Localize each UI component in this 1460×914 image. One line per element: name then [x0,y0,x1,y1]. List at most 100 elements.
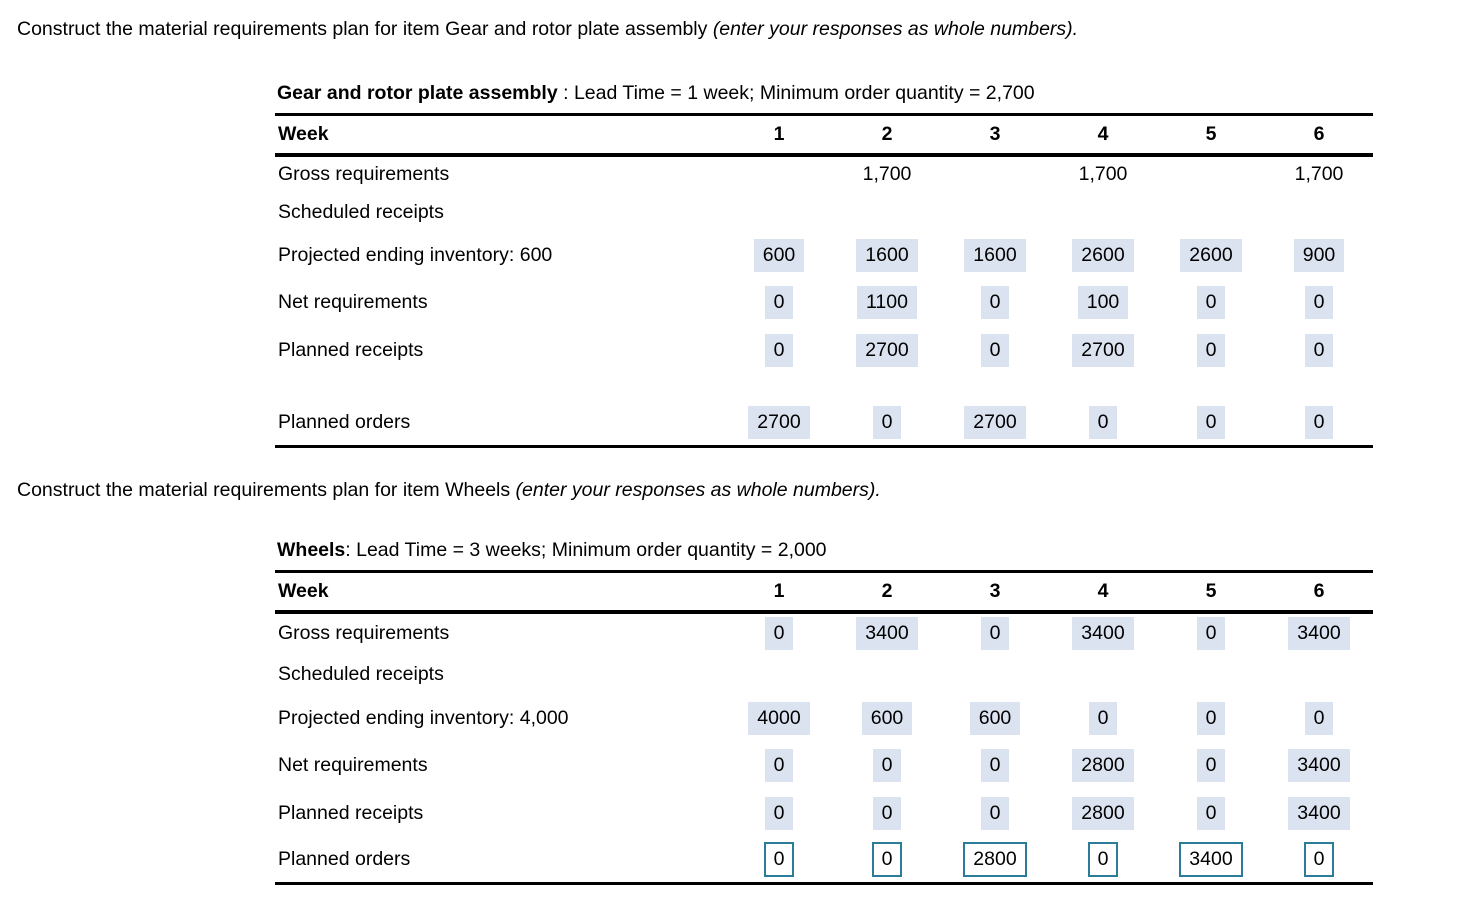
answer-cell[interactable]: 4000 [748,702,810,735]
answer-cell[interactable]: 0 [1196,617,1226,650]
answer-cell[interactable]: 2700 [856,334,918,367]
answer-cell[interactable]: 0 [980,334,1010,367]
instruction-wheels: Construct the material requirements plan… [17,478,1460,502]
answer-cell[interactable]: 0 [1196,702,1226,735]
answer-cell[interactable]: 0 [872,406,902,440]
row-label: Planned orders [278,411,411,434]
answer-cell[interactable]: 3400 [1288,617,1350,650]
gear-item-name: Gear and rotor plate assembly [277,82,558,104]
row-label: Scheduled receipts [278,201,444,223]
answer-cell[interactable]: 0 [764,749,794,782]
instruction-note: (enter your responses as whole numbers). [712,18,1079,40]
answer-cell[interactable]: 2600 [1180,239,1242,272]
row-label: Net requirements [278,754,428,776]
answer-input[interactable]: 2800 [963,842,1027,878]
answer-cell[interactable]: 0 [764,334,794,367]
answer-cell[interactable]: 0 [1304,334,1334,367]
row-label: Gross requirements [278,163,450,185]
week-column-header: 3 [941,571,1049,614]
answer-cell[interactable]: 0 [764,617,794,650]
answer-cell[interactable]: 0 [764,797,794,830]
given-value: 1,700 [1078,163,1128,185]
answer-cell[interactable]: 0 [1304,286,1334,319]
table-row: Gross requirements 1,700 1,700 1,700 [275,155,1373,193]
table-row: Projected ending inventory: 600 600 1600… [275,233,1373,279]
answer-cell[interactable]: 100 [1077,286,1129,319]
answer-cell[interactable]: 3400 [1288,797,1350,830]
instruction-text: Construct the material requirements plan… [17,18,713,40]
answer-input[interactable]: 0 [1303,842,1335,878]
answer-cell[interactable]: 0 [1196,334,1226,367]
answer-input[interactable]: 3400 [1179,842,1243,878]
answer-cell[interactable]: 0 [1304,406,1334,440]
week-column-header: 5 [1157,114,1265,157]
answer-cell[interactable]: 1100 [857,286,917,319]
answer-cell[interactable]: 0 [980,797,1010,830]
answer-cell[interactable]: 0 [1196,406,1226,440]
wheels-title-details: : Lead Time = 3 weeks; Minimum order qua… [345,539,827,561]
answer-cell[interactable]: 600 [969,702,1021,735]
answer-cell[interactable]: 0 [1196,797,1226,830]
given-value: 1,700 [862,163,912,185]
instruction-note: (enter your responses as whole numbers). [515,479,881,501]
answer-input[interactable]: 0 [1087,842,1119,878]
row-label: Planned receipts [278,339,424,361]
answer-cell[interactable]: 0 [1196,286,1226,319]
answer-cell[interactable]: 0 [980,617,1010,650]
answer-cell[interactable]: 900 [1293,239,1345,272]
week-header-row: Week 1 2 3 4 5 6 [275,571,1373,614]
answer-cell[interactable]: 0 [764,286,794,319]
answer-cell[interactable]: 0 [980,286,1010,319]
week-column-header: 3 [941,114,1049,157]
week-column-header: 2 [833,571,941,614]
answer-cell[interactable]: 0 [980,749,1010,782]
week-column-header: 1 [725,571,833,614]
gear-mrp-table: Week 1 2 3 4 5 6 Gross requirements 1,70… [275,113,1373,448]
week-column-header: 1 [725,114,833,157]
table-row: Scheduled receipts [275,193,1373,233]
table-row: Projected ending inventory: 4,000 4000 6… [275,696,1373,742]
answer-cell[interactable]: 0 [1088,406,1118,440]
answer-cell[interactable]: 600 [861,702,913,735]
given-value: 1,700 [1294,163,1344,185]
answer-cell[interactable]: 0 [1304,702,1334,735]
week-column-header: 4 [1049,114,1157,157]
answer-cell[interactable]: 2600 [1072,239,1134,272]
table-row: Gross requirements 0 3400 0 3400 0 3400 [275,612,1373,654]
wheels-item-name: Wheels [277,539,346,561]
answer-cell[interactable]: 3400 [1072,617,1134,650]
answer-input[interactable]: 0 [871,842,903,878]
answer-cell[interactable]: 0 [872,749,902,782]
answer-cell[interactable]: 2700 [964,406,1026,440]
row-label: Projected ending inventory: 4,000 [278,707,569,729]
row-label: Scheduled receipts [278,663,444,685]
answer-cell[interactable]: 0 [872,797,902,830]
answer-cell[interactable]: 2700 [1072,334,1134,367]
answer-cell[interactable]: 2700 [748,406,810,440]
instruction-gear-assembly: Construct the material requirements plan… [17,17,1460,41]
table-row: Planned orders 2700 0 2700 0 0 0 [275,401,1373,447]
answer-cell[interactable]: 2800 [1072,797,1134,830]
instruction-text: Construct the material requirements plan… [17,479,516,501]
answer-cell[interactable]: 3400 [1288,749,1350,782]
wheels-mrp-table: Week 1 2 3 4 5 6 Gross requirements 0 34… [275,570,1373,885]
answer-cell[interactable]: 2800 [1072,749,1134,782]
answer-cell[interactable]: 0 [1088,702,1118,735]
row-label: Planned receipts [278,802,424,824]
week-column-header: 4 [1049,571,1157,614]
answer-cell[interactable]: 3400 [856,617,918,650]
week-column-header: 6 [1265,571,1373,614]
answer-cell[interactable]: 0 [1196,749,1226,782]
row-label: Gross requirements [278,622,450,644]
answer-cell[interactable]: 1600 [856,239,918,272]
answer-cell[interactable]: 1600 [964,239,1026,272]
answer-input[interactable]: 0 [763,842,795,878]
table-row: Net requirements 0 1100 0 100 0 0 [275,279,1373,327]
table-row: Scheduled receipts [275,654,1373,696]
gear-title-details: : Lead Time = 1 week; Minimum order quan… [557,82,1035,104]
table-row: Net requirements 0 0 0 2800 0 3400 [275,742,1373,790]
week-header-label: Week [275,571,725,614]
wheels-table-title: Wheels: Lead Time = 3 weeks; Minimum ord… [277,538,1460,562]
answer-cell[interactable]: 600 [753,239,805,272]
